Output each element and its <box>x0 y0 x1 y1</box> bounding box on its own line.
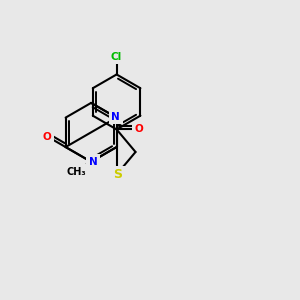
Text: CH₃: CH₃ <box>66 167 86 177</box>
Text: O: O <box>43 132 51 142</box>
Text: N: N <box>111 112 120 122</box>
Text: S: S <box>113 168 122 181</box>
Text: O: O <box>135 124 144 134</box>
Text: N: N <box>89 157 98 167</box>
Text: Cl: Cl <box>111 52 122 62</box>
